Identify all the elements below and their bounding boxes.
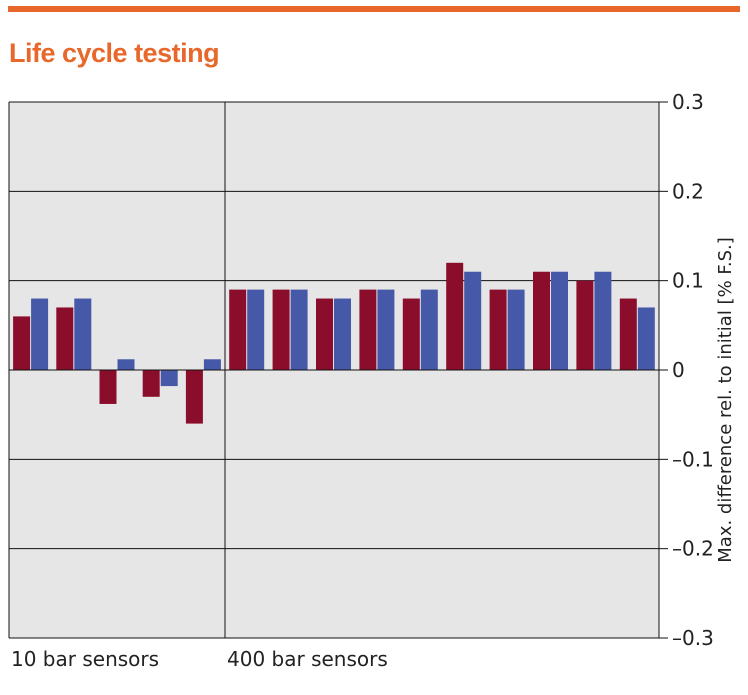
y-tick-label: 0.3 — [672, 90, 704, 114]
bar-series-b — [551, 271, 568, 370]
bar-series-b — [117, 359, 135, 370]
bar-series-a — [489, 289, 507, 370]
y-tick-label: 0.2 — [672, 179, 704, 203]
bar-series-a — [142, 370, 160, 397]
bar-series-a — [13, 316, 31, 370]
bar-series-a — [99, 370, 117, 404]
bar-series-b — [507, 289, 525, 370]
bar-series-b — [203, 359, 221, 370]
bar-series-b — [464, 271, 482, 370]
bar-series-a — [185, 370, 203, 424]
bar-series-b — [594, 271, 612, 370]
bar-series-b — [334, 298, 351, 370]
bar-series-b — [247, 289, 265, 370]
group-label: 400 bar sensors — [227, 647, 388, 671]
bar-series-a — [56, 307, 74, 370]
bar-series-a — [619, 298, 637, 370]
bar-series-a — [229, 289, 247, 370]
header-rule — [8, 6, 740, 12]
bar-series-a — [533, 271, 550, 370]
y-axis-label: Max. difference rel. to initial [% F.S.] — [715, 237, 736, 562]
y-tick-label: –0.2 — [672, 537, 714, 561]
bar-series-a — [359, 289, 377, 370]
bar-series-a — [272, 289, 290, 370]
page-title: Life cycle testing — [9, 38, 220, 68]
bar-series-b — [637, 307, 655, 370]
bar-series-b — [420, 289, 438, 370]
bar-series-b — [74, 298, 92, 370]
bar-series-a — [402, 298, 420, 370]
bar-series-a — [446, 262, 464, 370]
y-tick-label: 0 — [672, 358, 685, 382]
y-tick-label: –0.1 — [672, 447, 714, 471]
bar-series-b — [290, 289, 308, 370]
bar-series-a — [316, 298, 333, 370]
bar-series-b — [31, 298, 49, 370]
y-tick-label: 0.1 — [672, 269, 704, 293]
group-label: 10 bar sensors — [11, 647, 159, 671]
bar-series-b — [160, 370, 178, 387]
y-tick-label: –0.3 — [672, 626, 714, 650]
bar-series-b — [377, 289, 395, 370]
bar-series-a — [576, 280, 594, 370]
